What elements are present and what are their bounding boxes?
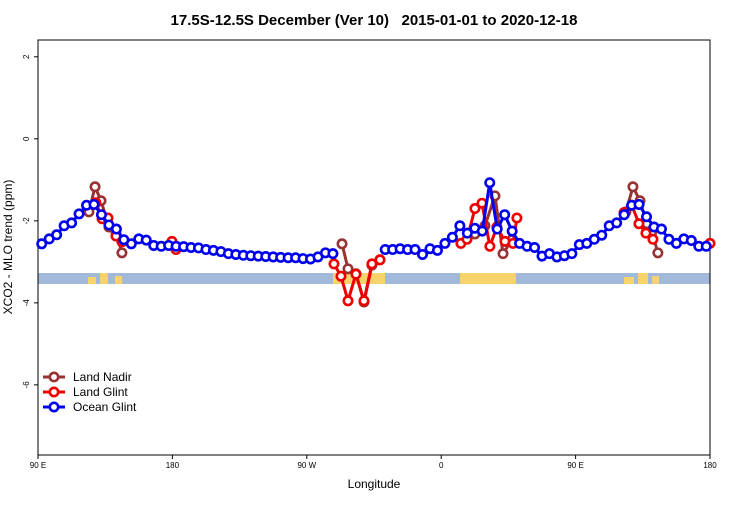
point: [484, 240, 496, 252]
point: [327, 248, 339, 260]
point: [73, 208, 85, 220]
point: [700, 240, 712, 252]
point: [685, 235, 697, 247]
point: [51, 229, 63, 241]
point: [611, 217, 623, 229]
point: [95, 209, 107, 221]
legend-label: Land Glint: [73, 385, 128, 399]
point: [446, 231, 458, 243]
point: [633, 198, 645, 210]
point: [497, 248, 509, 260]
x-tick-label: 180: [703, 461, 717, 470]
x-tick-label: 90 W: [297, 461, 316, 470]
y-tick-label: -2: [22, 217, 31, 225]
land-patch: [100, 273, 108, 284]
land-patch: [88, 277, 96, 284]
point: [36, 238, 48, 250]
chart-title: 17.5S-12.5S December (Ver 10) 2015-01-01…: [171, 12, 578, 29]
point: [89, 181, 101, 193]
land-mask: [38, 273, 710, 284]
land-patch: [460, 273, 516, 284]
point: [342, 295, 354, 307]
point: [499, 209, 511, 221]
y-axis-label: XCO2 - MLO trend (ppm): [1, 180, 15, 315]
point: [506, 225, 518, 237]
land-patch: [115, 276, 122, 284]
point: [335, 270, 347, 282]
point: [454, 220, 466, 232]
point: [439, 237, 451, 249]
point: [469, 203, 481, 215]
x-tick-label: 90 E: [567, 461, 583, 470]
point: [484, 177, 496, 189]
point: [110, 223, 122, 235]
point: [358, 295, 370, 307]
point: [655, 223, 667, 235]
y-tick-label: 0: [22, 136, 31, 141]
point: [125, 238, 137, 250]
series-line: [40, 182, 707, 261]
point: [491, 223, 503, 235]
point: [633, 218, 645, 230]
point: [417, 248, 429, 260]
legend-marker: [48, 386, 60, 398]
point: [366, 258, 378, 270]
y-tick-label: -4: [22, 299, 31, 307]
land-patch: [624, 277, 634, 284]
legend-label: Ocean Glint: [73, 400, 137, 414]
point: [566, 248, 578, 260]
plot-frame: [37, 39, 711, 456]
point: [350, 268, 362, 280]
point: [596, 229, 608, 241]
point: [652, 247, 664, 259]
point: [88, 198, 100, 210]
point: [431, 244, 443, 256]
point: [640, 227, 652, 239]
legend-marker: [48, 371, 60, 383]
point: [66, 217, 78, 229]
series: [36, 177, 712, 265]
point: [529, 242, 541, 254]
point: [511, 212, 523, 224]
point: [140, 234, 152, 246]
point: [409, 244, 421, 256]
point: [618, 209, 630, 221]
land-patch: [652, 276, 659, 284]
x-axis-label: Longitude: [348, 477, 401, 491]
point: [476, 225, 488, 237]
point: [336, 238, 348, 250]
x-tick-label: 90 E: [30, 461, 46, 470]
point: [116, 247, 128, 259]
x-tick-label: 180: [166, 461, 180, 470]
x-tick-label: 0: [439, 461, 444, 470]
point: [342, 263, 354, 275]
point: [461, 227, 473, 239]
y-tick-label: -6: [22, 381, 31, 389]
point: [647, 233, 659, 245]
y-tick-label: 2: [22, 54, 31, 59]
point: [374, 254, 386, 266]
legend-marker: [48, 401, 60, 413]
legend-label: Land Nadir: [73, 370, 132, 384]
point: [670, 237, 682, 249]
point: [641, 211, 653, 223]
point: [328, 258, 340, 270]
land-patch: [638, 273, 648, 284]
point: [627, 181, 639, 193]
